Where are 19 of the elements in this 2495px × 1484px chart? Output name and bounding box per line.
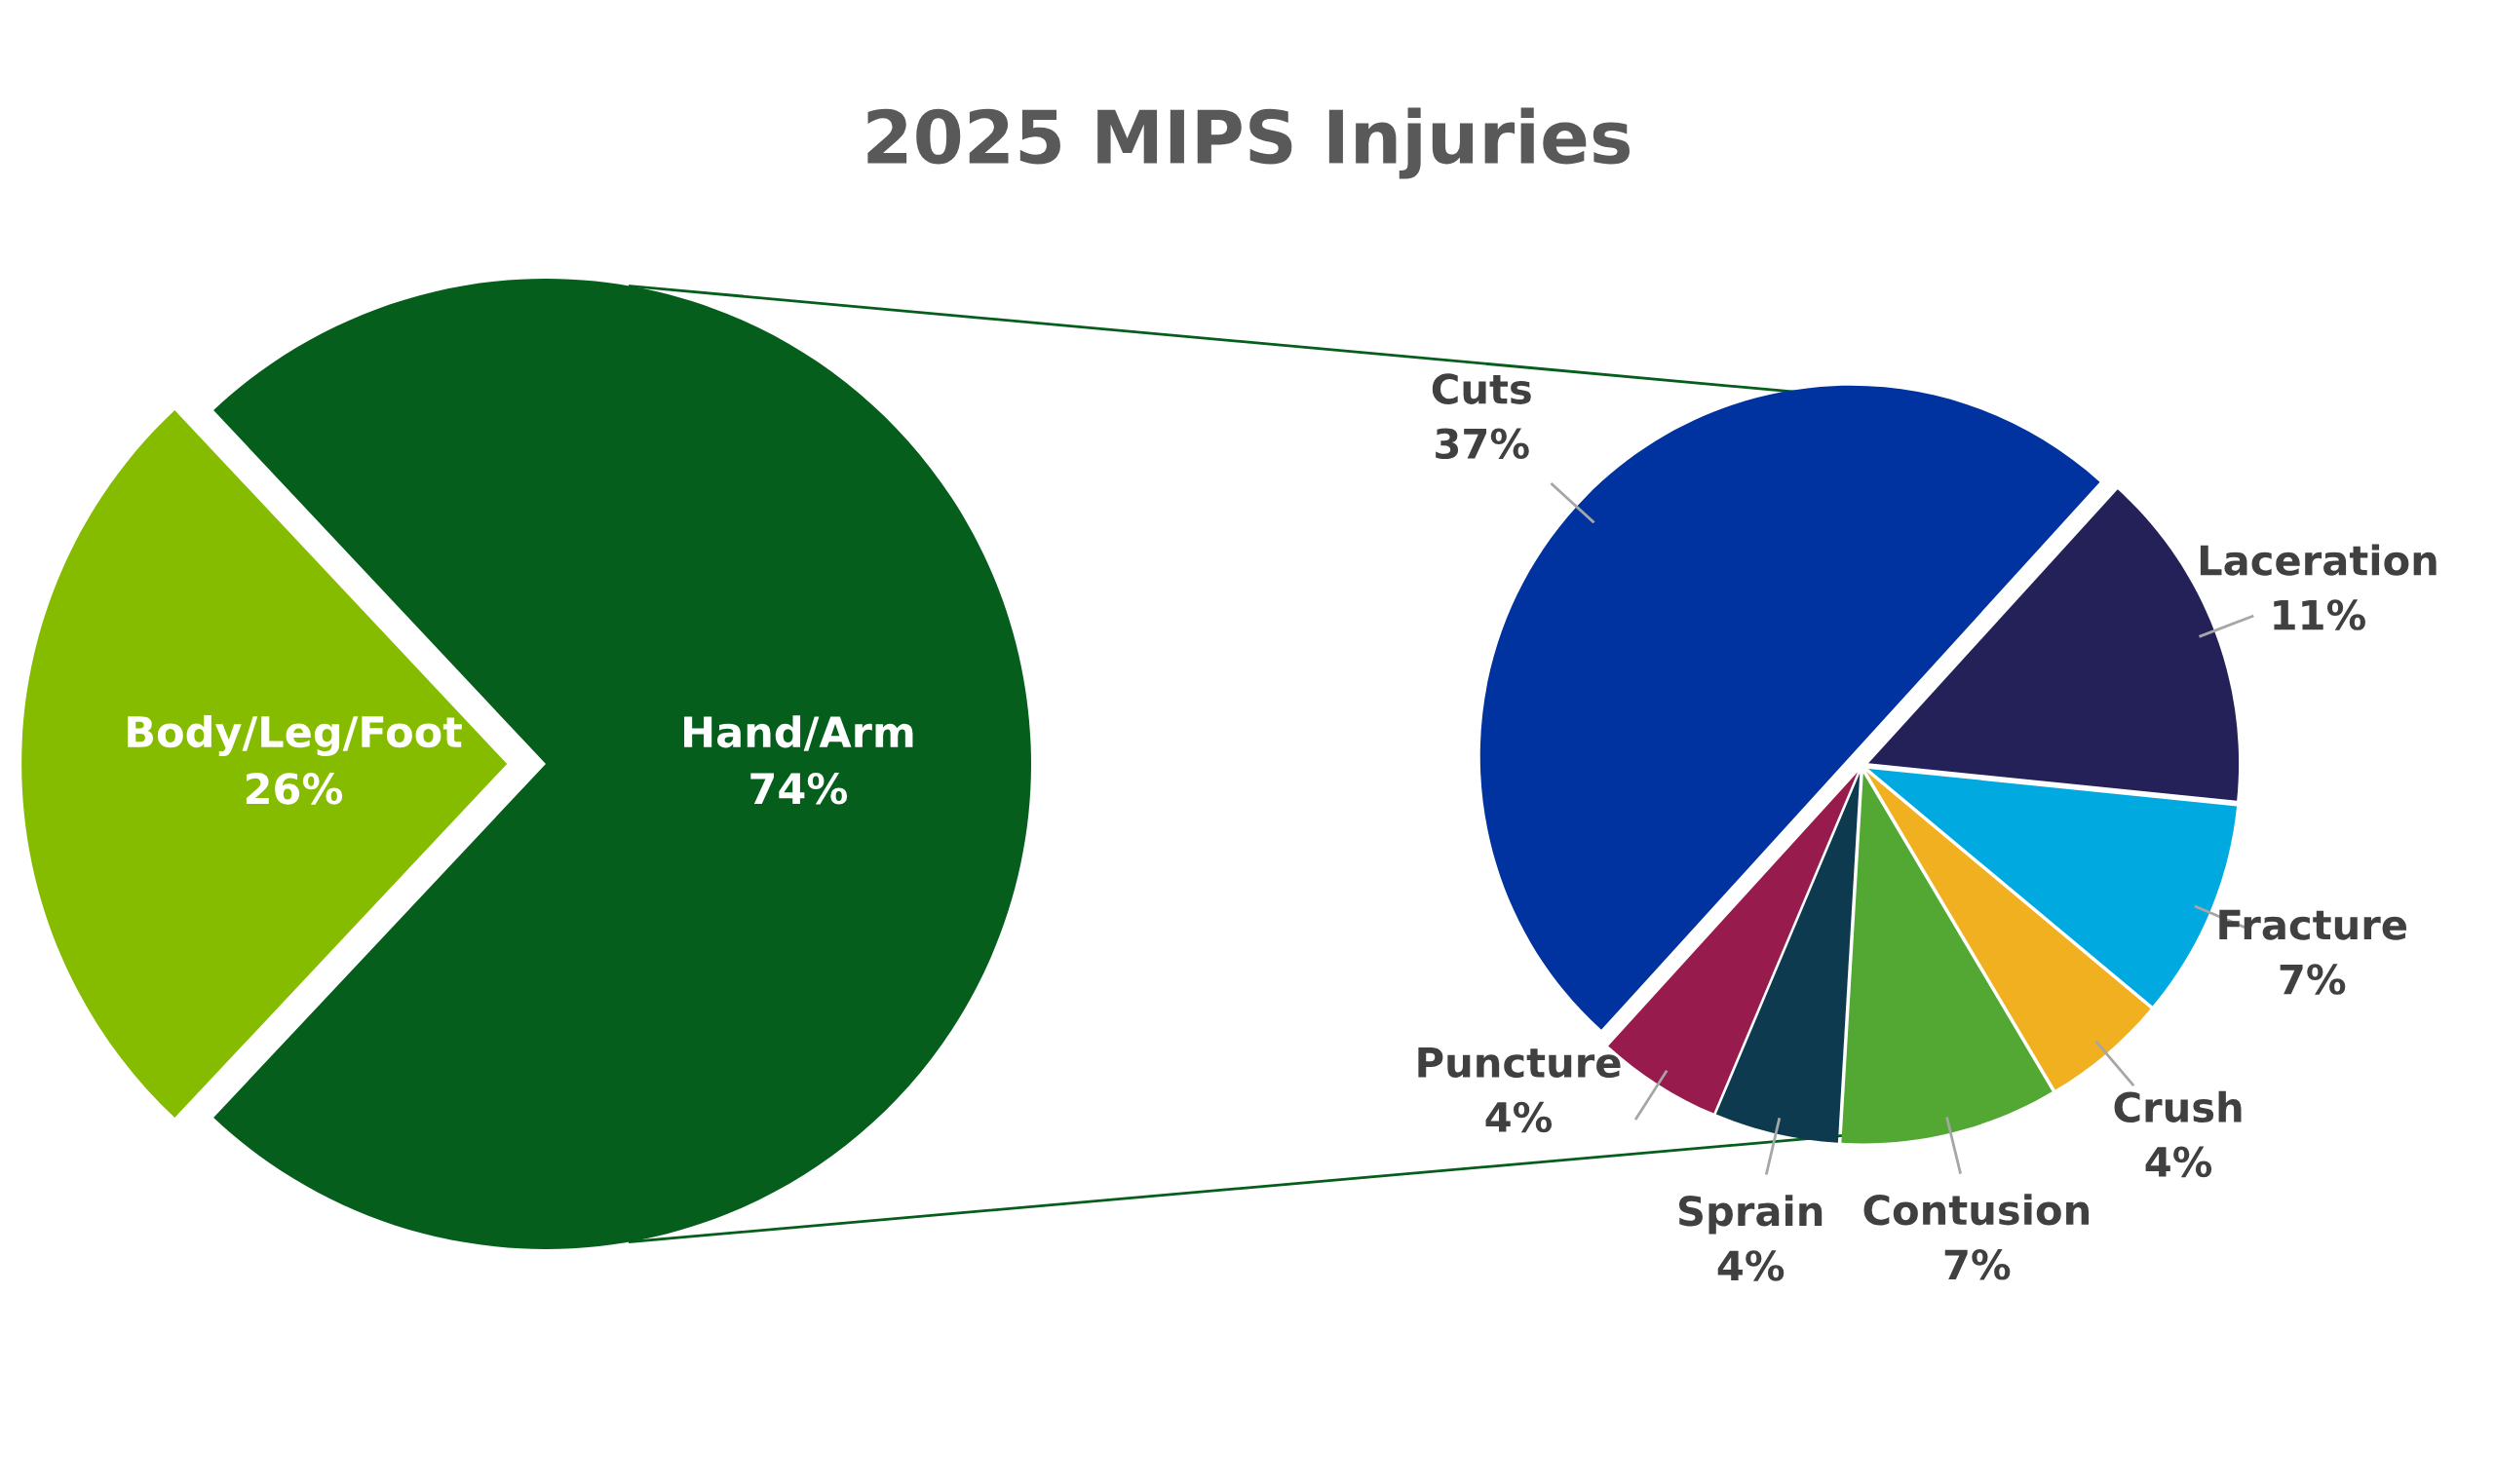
data-label: 37% bbox=[1436, 428, 1529, 460]
data-label: 7% bbox=[1944, 1249, 2011, 1280]
data-label: 7% bbox=[2280, 964, 2346, 995]
slice-label: Hand/Arm bbox=[684, 715, 913, 751]
data-label: 4% bbox=[2145, 1146, 2212, 1178]
slice-label: Fracture bbox=[2219, 909, 2407, 940]
slice-label: Sprain bbox=[1678, 1195, 1823, 1235]
data-label: 4% bbox=[1717, 1250, 1785, 1281]
slice-label: Puncture bbox=[1418, 1047, 1621, 1079]
data-label: 74% bbox=[750, 772, 848, 805]
slice-label: Laceration bbox=[2200, 544, 2437, 576]
text: 2025 MIPS Injuries bbox=[867, 107, 1630, 179]
slice-label: Cuts bbox=[1432, 373, 1531, 404]
slice-label: Crush bbox=[2114, 1090, 2242, 1123]
slice-label: Contusion bbox=[1863, 1194, 2089, 1226]
slice-label: Body/Leg/Foot bbox=[128, 714, 462, 756]
data-label: 26% bbox=[246, 773, 343, 805]
data-label: 11% bbox=[2274, 599, 2365, 630]
data-label: 4% bbox=[1485, 1101, 1553, 1133]
